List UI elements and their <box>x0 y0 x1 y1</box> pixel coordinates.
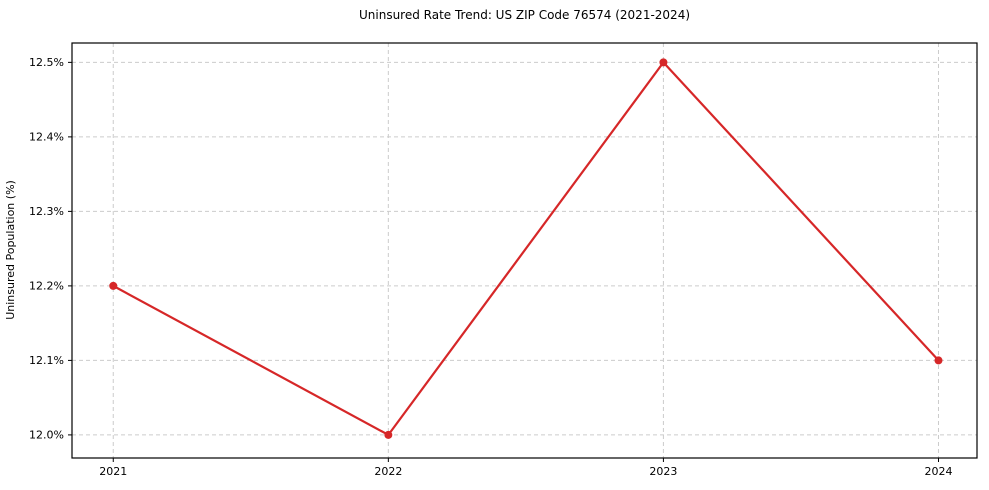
x-tick-label: 2021 <box>99 465 127 478</box>
data-point-marker <box>934 356 943 365</box>
data-point-marker <box>384 430 393 439</box>
x-tick-label: 2024 <box>924 465 952 478</box>
x-tick-label: 2022 <box>374 465 402 478</box>
plot-border <box>71 42 978 459</box>
y-tick-label: 12.4% <box>29 130 64 143</box>
y-tick-label: 12.0% <box>29 428 64 441</box>
trend-line <box>112 61 940 437</box>
y-axis-label: Uninsured Population (%) <box>4 180 17 320</box>
y-tick-label: 12.1% <box>29 354 64 367</box>
y-tick-label: 12.5% <box>29 56 64 69</box>
data-point-marker <box>659 58 668 67</box>
y-tick-label: 12.2% <box>29 279 64 292</box>
y-tick-label: 12.3% <box>29 205 64 218</box>
data-point-marker <box>109 281 118 290</box>
chart-title: Uninsured Rate Trend: US ZIP Code 76574 … <box>358 8 691 22</box>
x-tick-label: 2023 <box>649 465 677 478</box>
